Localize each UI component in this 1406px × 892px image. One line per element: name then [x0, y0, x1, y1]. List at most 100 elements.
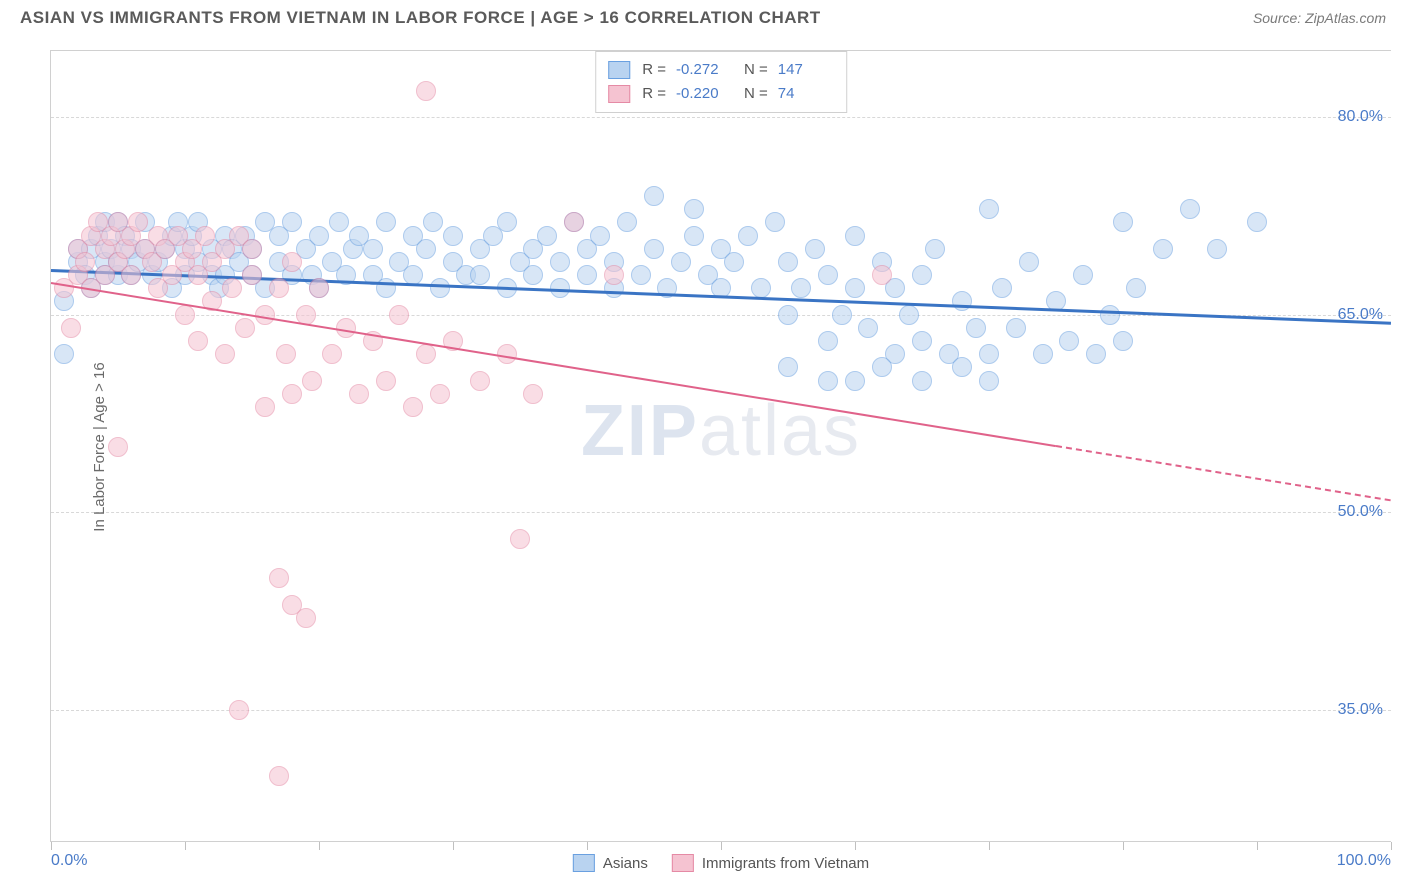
data-point-vietnam — [269, 568, 289, 588]
data-point-asians — [778, 357, 798, 377]
data-point-asians — [671, 252, 691, 272]
y-axis-title: In Labor Force | Age > 16 — [91, 362, 108, 531]
data-point-asians — [443, 226, 463, 246]
data-point-vietnam — [61, 318, 81, 338]
legend-n-label: N = — [744, 82, 768, 106]
plot-area: ZIPatlas 80.0%65.0%50.0%35.0% — [51, 51, 1391, 842]
data-point-asians — [765, 212, 785, 232]
data-point-vietnam — [282, 252, 302, 272]
watermark: ZIPatlas — [581, 390, 861, 472]
data-point-asians — [832, 305, 852, 325]
data-point-asians — [309, 226, 329, 246]
data-point-asians — [899, 305, 919, 325]
legend-label-vietnam: Immigrants from Vietnam — [702, 855, 869, 872]
data-point-asians — [912, 371, 932, 391]
data-point-asians — [282, 212, 302, 232]
data-point-asians — [631, 265, 651, 285]
data-point-asians — [751, 278, 771, 298]
x-axis-min-label: 0.0% — [51, 852, 87, 870]
data-point-asians — [644, 186, 664, 206]
data-point-asians — [872, 357, 892, 377]
data-point-vietnam — [309, 278, 329, 298]
data-point-vietnam — [255, 397, 275, 417]
data-point-asians — [430, 278, 450, 298]
data-point-asians — [1180, 199, 1200, 219]
data-point-asians — [952, 291, 972, 311]
data-point-asians — [845, 226, 865, 246]
x-tick — [989, 842, 990, 850]
data-point-asians — [537, 226, 557, 246]
data-point-asians — [423, 212, 443, 232]
data-point-asians — [979, 371, 999, 391]
legend-swatch-asians — [573, 854, 595, 872]
legend-item-asians: Asians — [573, 854, 648, 872]
data-point-asians — [1113, 212, 1133, 232]
data-point-vietnam — [349, 384, 369, 404]
data-point-asians — [1086, 344, 1106, 364]
data-point-vietnam — [269, 766, 289, 786]
data-point-asians — [523, 265, 543, 285]
legend-n-label: N = — [744, 58, 768, 82]
data-point-asians — [590, 226, 610, 246]
data-point-asians — [1073, 265, 1093, 285]
data-point-asians — [329, 212, 349, 232]
legend-r-value-vietnam: -0.220 — [676, 82, 732, 106]
x-tick — [1257, 842, 1258, 850]
x-tick — [319, 842, 320, 850]
data-point-vietnam — [229, 700, 249, 720]
x-tick — [185, 842, 186, 850]
data-point-asians — [684, 226, 704, 246]
x-tick — [855, 842, 856, 850]
data-point-vietnam — [302, 371, 322, 391]
data-point-asians — [1100, 305, 1120, 325]
y-tick-label: 80.0% — [1338, 108, 1383, 126]
data-point-vietnam — [510, 529, 530, 549]
data-point-vietnam — [242, 239, 262, 259]
data-point-vietnam — [188, 331, 208, 351]
data-point-vietnam — [872, 265, 892, 285]
data-point-vietnam — [121, 265, 141, 285]
data-point-vietnam — [430, 384, 450, 404]
data-point-vietnam — [322, 344, 342, 364]
data-point-asians — [805, 239, 825, 259]
chart-title: ASIAN VS IMMIGRANTS FROM VIETNAM IN LABO… — [20, 8, 821, 28]
data-point-vietnam — [175, 305, 195, 325]
data-point-vietnam — [296, 608, 316, 628]
data-point-asians — [1019, 252, 1039, 272]
data-point-asians — [617, 212, 637, 232]
legend-r-label: R = — [642, 82, 666, 106]
data-point-asians — [1113, 331, 1133, 351]
legend-swatch-vietnam — [672, 854, 694, 872]
data-point-asians — [818, 331, 838, 351]
data-point-vietnam — [564, 212, 584, 232]
data-point-asians — [778, 305, 798, 325]
data-point-vietnam — [108, 437, 128, 457]
data-point-asians — [818, 371, 838, 391]
data-point-asians — [845, 371, 865, 391]
chart-container: ZIPatlas 80.0%65.0%50.0%35.0% In Labor F… — [50, 50, 1391, 842]
data-point-vietnam — [195, 226, 215, 246]
data-point-asians — [724, 252, 744, 272]
data-point-asians — [912, 265, 932, 285]
data-point-vietnam — [75, 252, 95, 272]
data-point-asians — [778, 252, 798, 272]
trend-line-vietnam-dashed — [1056, 445, 1391, 501]
data-point-vietnam — [416, 344, 436, 364]
data-point-vietnam — [242, 265, 262, 285]
legend-swatch-vietnam — [608, 85, 630, 103]
x-tick — [721, 842, 722, 850]
data-point-asians — [1059, 331, 1079, 351]
x-tick — [1391, 842, 1392, 850]
data-point-vietnam — [416, 81, 436, 101]
data-point-vietnam — [235, 318, 255, 338]
data-point-asians — [1207, 239, 1227, 259]
data-point-vietnam — [282, 384, 302, 404]
legend-series: Asians Immigrants from Vietnam — [573, 854, 869, 872]
data-point-asians — [818, 265, 838, 285]
data-point-asians — [1153, 239, 1173, 259]
data-point-asians — [858, 318, 878, 338]
data-point-asians — [925, 239, 945, 259]
x-tick — [51, 842, 52, 850]
data-point-asians — [1033, 344, 1053, 364]
data-point-asians — [416, 239, 436, 259]
